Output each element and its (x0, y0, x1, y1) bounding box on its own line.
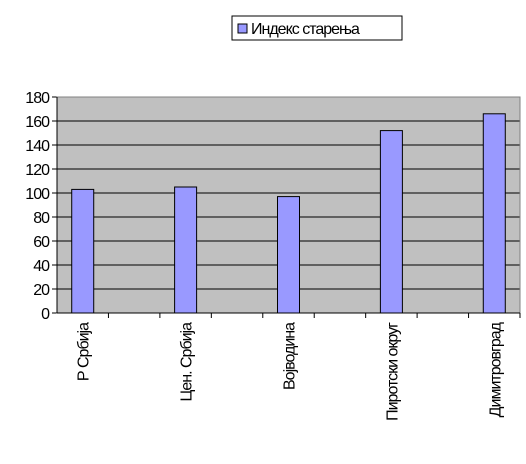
x-tick-label: Димитровград (487, 321, 504, 417)
bar (379, 130, 403, 314)
y-tick-label: 180 (25, 90, 50, 107)
y-tick-label: 40 (33, 258, 50, 275)
x-tick-label: Пиротски округ (384, 322, 401, 421)
x-tick-label: Р Србија (76, 322, 93, 381)
y-tick-label: 160 (25, 114, 50, 131)
y-tick-label: 20 (33, 282, 50, 299)
bar (277, 196, 300, 314)
x-tick-label: Војводина (282, 322, 299, 390)
y-tick-label: 0 (41, 306, 50, 323)
y-tick-label: 60 (33, 234, 50, 251)
y-tick-label: 100 (25, 186, 50, 203)
y-tick-label: 80 (33, 210, 50, 227)
legend-label: Индекс старења (251, 21, 360, 38)
x-tick-label: Цен. Србија (179, 322, 196, 402)
legend-swatch (237, 23, 248, 34)
bar (482, 113, 506, 314)
bar (71, 188, 95, 314)
bar (174, 186, 198, 314)
y-tick-label: 120 (25, 162, 50, 179)
y-tick-label: 140 (25, 138, 50, 155)
legend-box (231, 15, 403, 41)
